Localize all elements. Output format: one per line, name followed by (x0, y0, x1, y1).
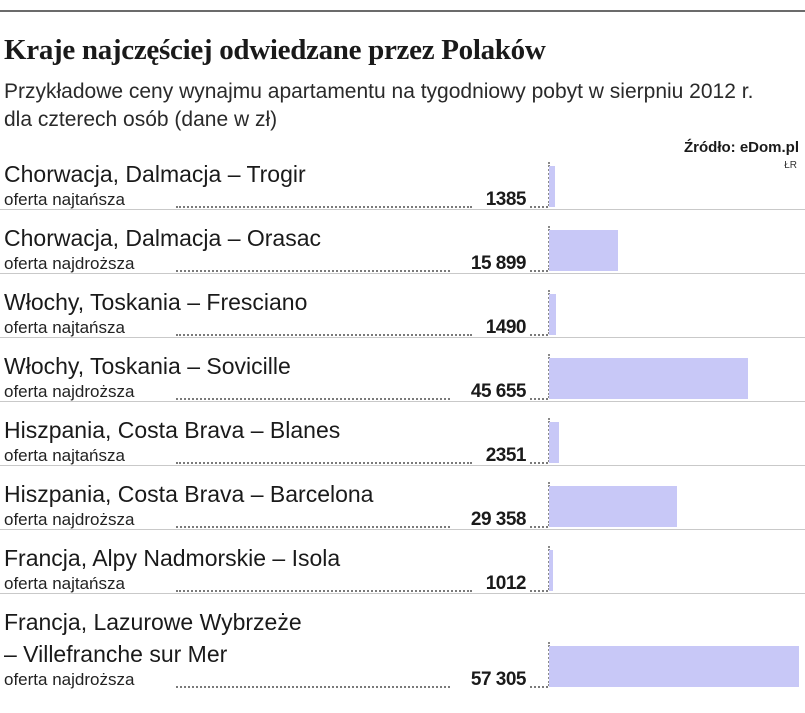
row-divider (0, 273, 805, 274)
row-sublabel: oferta najdroższa (4, 670, 135, 689)
bar (549, 166, 555, 207)
row-divider (0, 209, 805, 210)
data-label: 2351 (485, 445, 527, 466)
chart-row: Hiszpania, Costa Brava – Barcelona oferta… (0, 478, 805, 540)
baseline-dots (530, 590, 548, 592)
chart-title: Kraje najczęściej odwiedzane przez Polak… (4, 34, 546, 66)
leader-dots (176, 686, 450, 688)
data-label: 1385 (485, 189, 527, 210)
source-credit: Źródło: eDom.pl (684, 139, 799, 156)
bar (549, 486, 677, 527)
leader-dots (176, 526, 450, 528)
leader-dots (176, 206, 472, 208)
baseline-dots (530, 270, 548, 272)
row-label: Włochy, Toskania – Sovicille (4, 353, 291, 379)
row-label: Hiszpania, Costa Brava – Blanes (4, 417, 341, 443)
bar (549, 550, 553, 591)
data-label: 1490 (485, 317, 527, 338)
top-rule (0, 10, 805, 12)
leader-dots (176, 270, 450, 272)
row-label-line2: – Villefranche sur Mer (4, 641, 228, 667)
row-label: Włochy, Toskania – Fresciano (4, 289, 308, 315)
row-label: Francja, Lazurowe Wybrzeże (4, 609, 302, 635)
chart-row: Francja, Alpy Nadmorskie – Isola oferta n… (0, 542, 805, 604)
chart-row: Włochy, Toskania – Fresciano oferta najta… (0, 286, 805, 348)
baseline-dots (530, 526, 548, 528)
baseline-dots (530, 206, 548, 208)
row-sublabel: oferta najdroższa (4, 382, 135, 401)
row-divider (0, 337, 805, 338)
leader-dots (176, 462, 472, 464)
data-label: 29 358 (470, 509, 527, 530)
row-sublabel: oferta najdroższa (4, 510, 135, 529)
bar (549, 230, 618, 271)
chart-subtitle: Przykładowe ceny wynajmu apartamentu na … (4, 80, 754, 131)
data-label: 57 305 (470, 669, 527, 690)
baseline-dots (530, 686, 548, 688)
leader-dots (176, 590, 472, 592)
baseline-dots (530, 398, 548, 400)
row-divider (0, 529, 805, 530)
row-label: Hiszpania, Costa Brava – Barcelona (4, 481, 374, 507)
chart-row: Hiszpania, Costa Brava – Blanes oferta na… (0, 414, 805, 476)
leader-dots (176, 334, 472, 336)
bar (549, 358, 748, 399)
data-label: 15 899 (470, 253, 527, 274)
row-sublabel: oferta najdroższa (4, 254, 135, 273)
chart-row: Włochy, Toskania – Sovicille oferta najdr… (0, 350, 805, 412)
row-sublabel: oferta najtańsza (4, 190, 125, 209)
row-sublabel: oferta najtańsza (4, 446, 125, 465)
data-label: 1012 (485, 573, 527, 594)
row-divider (0, 401, 805, 402)
row-label: Chorwacja, Dalmacja – Trogir (4, 161, 306, 187)
bar (549, 422, 559, 463)
chart-row: Francja, Lazurowe Wybrzeże – Villefranche… (0, 606, 805, 704)
row-divider (0, 465, 805, 466)
row-label: Chorwacja, Dalmacja – Orasac (4, 225, 322, 251)
chart-row: Chorwacja, Dalmacja – Orasac oferta najdr… (0, 222, 805, 284)
chart-row: Chorwacja, Dalmacja – Trogir oferta najta… (0, 158, 805, 220)
baseline-dots (530, 334, 548, 336)
baseline-dots (530, 462, 548, 464)
leader-dots (176, 398, 450, 400)
data-label: 45 655 (470, 381, 527, 402)
row-divider (0, 593, 805, 594)
row-label: Francja, Alpy Nadmorskie – Isola (4, 545, 341, 571)
bar (549, 646, 799, 687)
row-sublabel: oferta najtańsza (4, 318, 125, 337)
author-initials: ŁR (784, 160, 797, 171)
bar (549, 294, 556, 335)
row-sublabel: oferta najtańsza (4, 574, 125, 593)
